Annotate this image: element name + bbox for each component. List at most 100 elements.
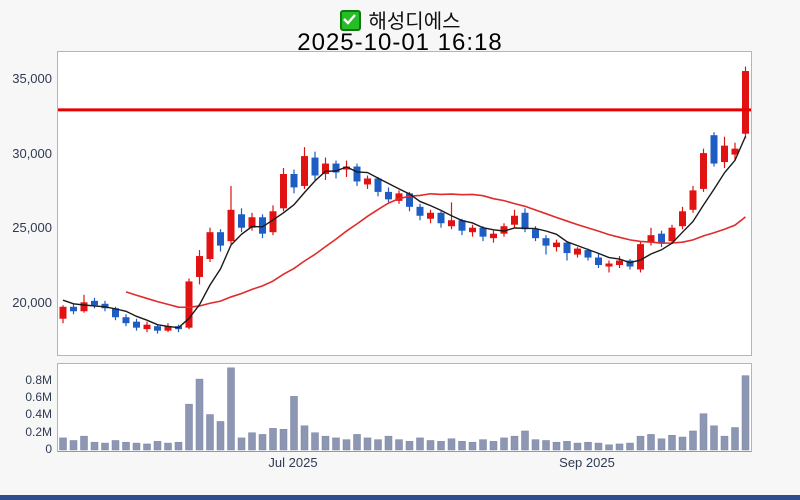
volume-chart-panel <box>57 363 752 452</box>
candle-body <box>353 166 361 182</box>
volume-bar <box>500 437 508 451</box>
volume-bar <box>227 367 235 451</box>
candle-body <box>679 211 686 227</box>
volume-bar <box>164 442 172 451</box>
candle-body <box>427 212 434 219</box>
candle-body <box>563 242 571 254</box>
volume-bar <box>279 428 288 451</box>
volume-axis-tick: 0.8M <box>25 373 52 387</box>
volume-bar <box>101 442 109 451</box>
volume-bar <box>720 435 729 451</box>
volume-bar <box>90 441 99 451</box>
candle-body <box>395 193 403 201</box>
candle-body <box>269 211 277 233</box>
volume-bar <box>290 396 298 451</box>
volume-bar <box>552 441 561 451</box>
checkbox-checked-icon[interactable] <box>339 10 361 31</box>
volume-bar <box>437 441 445 451</box>
volume-bar <box>80 435 88 451</box>
volume-bar <box>710 425 718 451</box>
volume-bar <box>311 432 319 451</box>
volume-axis-tick: 0.2M <box>25 425 52 439</box>
volume-bar <box>542 440 550 451</box>
volume-bar <box>510 435 519 451</box>
candle-body <box>721 145 728 163</box>
candle-body <box>101 303 109 309</box>
candle-body <box>637 244 644 270</box>
candle-body <box>185 281 193 328</box>
candle-body <box>248 217 256 228</box>
candle-body <box>469 227 476 233</box>
candle-body <box>553 242 560 248</box>
volume-bar <box>384 435 393 451</box>
volume-bar <box>153 441 162 451</box>
candle-body <box>668 227 676 242</box>
volume-bar <box>206 414 214 451</box>
candle-body <box>332 163 340 173</box>
candle-body <box>584 250 592 258</box>
candle-body <box>647 235 655 243</box>
volume-bar <box>195 378 204 451</box>
volume-bar <box>647 434 655 451</box>
volume-bar <box>59 437 67 451</box>
candle-body <box>500 226 508 234</box>
volume-bar <box>699 413 708 451</box>
candle-body <box>301 156 308 186</box>
volume-bar <box>521 430 529 451</box>
candle-body <box>91 300 98 306</box>
chart-title-row: 해성디에스 <box>0 5 800 34</box>
price-chart-panel <box>57 51 752 356</box>
volume-bar <box>584 441 592 451</box>
volume-bar <box>69 440 78 451</box>
candle-body <box>479 227 487 237</box>
volume-bar <box>426 440 435 451</box>
volume-bar <box>353 434 361 451</box>
price-axis-tick: 20,000 <box>12 295 52 310</box>
candle-body <box>217 232 224 246</box>
stock-name: 해성디에스 <box>368 11 461 33</box>
price-axis-tick: 35,000 <box>12 71 52 86</box>
volume-bar <box>363 437 372 451</box>
candle-body <box>521 212 529 230</box>
volume-bar <box>185 403 193 451</box>
candle-body <box>700 153 707 189</box>
bottom-accent-bar <box>0 495 800 500</box>
volume-bar <box>615 443 624 451</box>
candle-body <box>59 306 67 319</box>
candle-body <box>385 191 392 200</box>
volume-bar <box>248 432 256 451</box>
candle-body <box>605 263 613 267</box>
ma-long-line <box>125 192 746 309</box>
x-axis-label: Jul 2025 <box>268 455 318 470</box>
candle-body <box>490 233 497 239</box>
volume-bar <box>374 439 382 451</box>
candle-body <box>70 306 77 312</box>
candle-body <box>196 256 203 277</box>
volume-bar <box>216 421 225 451</box>
candle-body <box>259 217 266 234</box>
volume-bar <box>657 438 666 451</box>
volume-bar <box>594 442 603 451</box>
candle-body <box>311 157 319 176</box>
candle-body <box>364 178 371 185</box>
volume-bar <box>395 439 403 451</box>
price-axis-tick: 30,000 <box>12 146 52 161</box>
candle-body <box>626 260 634 267</box>
candle-body <box>710 135 718 164</box>
candle-body <box>542 238 550 246</box>
price-chart-svg <box>58 66 751 334</box>
x-axis-label: Sep 2025 <box>559 455 615 470</box>
candle-body <box>206 232 214 260</box>
candle-body <box>616 260 623 266</box>
volume-bar <box>269 428 277 451</box>
volume-bar <box>678 436 687 451</box>
volume-axis-tick: 0 <box>45 442 52 456</box>
candle-body <box>595 257 602 266</box>
volume-bar <box>636 435 645 451</box>
candle-body <box>322 163 329 174</box>
volume-bar <box>332 437 340 451</box>
volume-bar <box>258 434 267 451</box>
candle-body <box>280 173 287 209</box>
volume-axis-tick: 0.6M <box>25 390 52 404</box>
